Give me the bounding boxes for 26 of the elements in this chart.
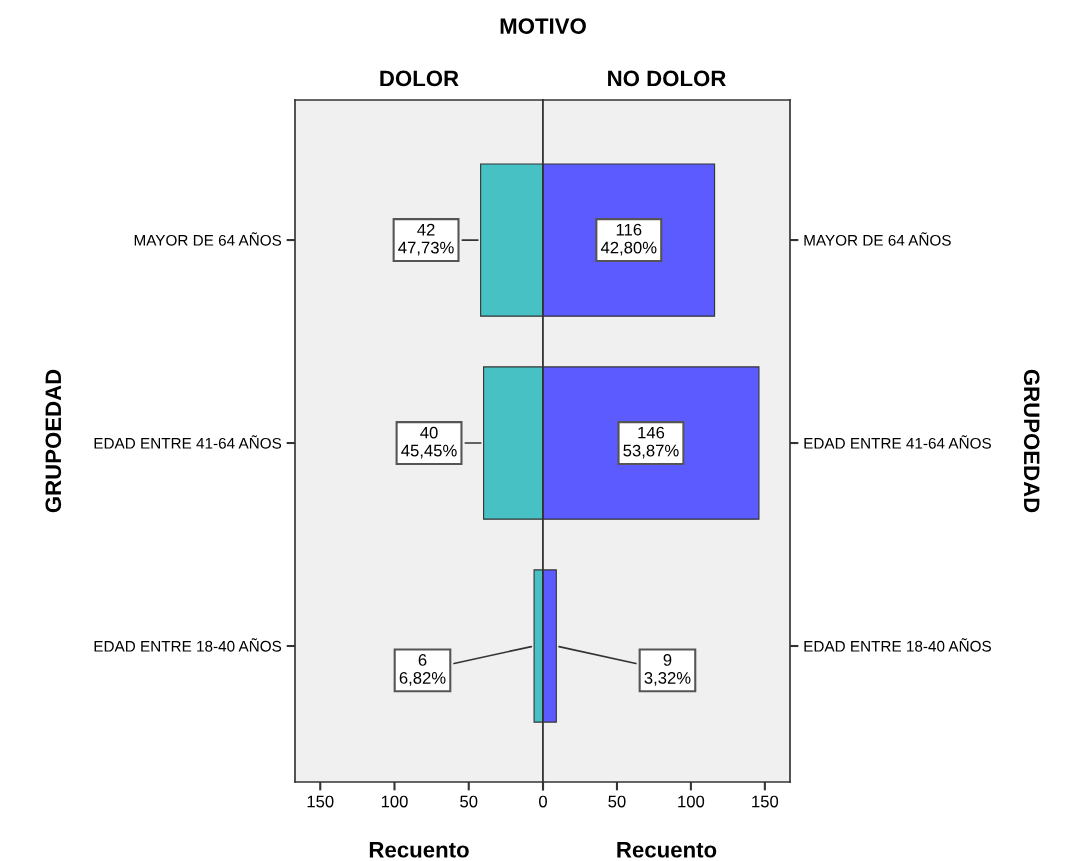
x-tick-label: 100 — [678, 795, 705, 808]
y-tick-label: MAYOR DE 64 AÑOS — [804, 232, 951, 246]
x-tick-label: 100 — [381, 795, 408, 808]
data-label: 146 53,87% — [623, 426, 679, 459]
chart-title: DOLOR — [380, 70, 459, 87]
y-tick-label: EDAD ENTRE 41-64 AÑOS — [94, 435, 282, 449]
y-tick-label: EDAD ENTRE 18-40 AÑOS — [804, 638, 991, 652]
text: MOTIVO — [500, 18, 586, 34]
y-tick-label: EDAD ENTRE 41-64 AÑOS — [804, 435, 991, 449]
data-label: 6 6,82% — [399, 654, 446, 686]
y-tick-label: EDAD ENTRE 18-40 AÑOS — [94, 638, 282, 652]
x-tick-label: 50 — [608, 795, 626, 808]
y-tick-label: MAYOR DE 64 AÑOS — [134, 232, 282, 246]
data-label: 40 45,45% — [401, 426, 457, 459]
x-tick-label: 50 — [460, 795, 478, 808]
x-tick-label: 150 — [307, 795, 334, 808]
data-label: 9 3,32% — [644, 654, 691, 686]
y-axis-title: GRUPOEDAD — [1023, 369, 1040, 513]
chart-title: NO DOLOR — [608, 70, 726, 87]
data-label: 116 42,80% — [600, 223, 657, 256]
x-axis-title: Recuento — [617, 842, 717, 858]
x-tick-label: 150 — [752, 795, 779, 808]
x-tick-label: 0 — [539, 795, 547, 808]
x-axis-title: Recuento — [369, 842, 469, 858]
y-axis-title: GRUPOEDAD — [45, 369, 62, 513]
data-label: 42 47,73% — [398, 223, 454, 256]
